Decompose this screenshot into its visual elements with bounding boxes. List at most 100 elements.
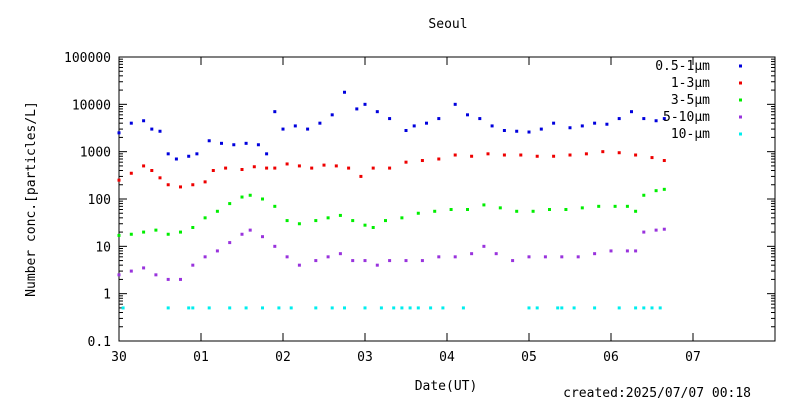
data-point [248, 193, 252, 197]
data-point [355, 107, 359, 111]
data-point [191, 225, 195, 229]
data-point [650, 306, 654, 310]
data-point [142, 119, 146, 123]
data-point [166, 306, 170, 310]
data-point [593, 252, 597, 256]
data-point [215, 209, 219, 213]
data-point [277, 306, 281, 310]
legend-label: 10-μm [671, 127, 710, 142]
data-point [429, 306, 433, 310]
data-point [556, 306, 560, 310]
data-point [433, 209, 437, 213]
data-point [142, 230, 146, 234]
data-point [461, 306, 465, 310]
data-point [437, 157, 441, 161]
series-2 [117, 187, 666, 237]
data-point [191, 263, 195, 267]
data-point [150, 127, 154, 131]
data-point [187, 154, 191, 158]
data-point [531, 209, 535, 213]
data-point [281, 127, 285, 131]
data-point [117, 178, 121, 182]
x-tick-label: 04 [439, 350, 455, 365]
data-point [285, 219, 289, 223]
data-point [203, 216, 207, 220]
data-point [642, 193, 646, 197]
data-point [363, 223, 367, 227]
legend-marker [739, 81, 742, 85]
data-point [650, 156, 654, 160]
data-point [662, 187, 666, 191]
data-point [240, 232, 244, 236]
data-point [420, 259, 424, 263]
data-point [142, 164, 146, 168]
y-tick-label: 100000 [64, 51, 111, 66]
data-point [470, 252, 474, 256]
data-point [252, 165, 256, 169]
data-point [297, 164, 301, 168]
data-point [568, 126, 572, 130]
data-point [449, 208, 453, 212]
data-point [597, 204, 601, 208]
data-point [593, 306, 597, 310]
data-point [240, 195, 244, 199]
data-point [453, 102, 457, 106]
data-point [654, 228, 658, 232]
x-tick-label: 30 [111, 350, 127, 365]
data-point [207, 139, 211, 143]
data-point [187, 306, 191, 310]
data-point [609, 249, 613, 253]
data-point [191, 183, 195, 187]
data-point [515, 129, 519, 133]
data-point [511, 259, 515, 263]
data-point [240, 167, 244, 171]
data-point [630, 110, 633, 114]
data-point [408, 306, 412, 310]
x-tick-label: 07 [685, 350, 701, 365]
data-point [527, 130, 531, 134]
data-point [351, 259, 355, 263]
data-point [207, 306, 211, 310]
data-point [121, 306, 125, 310]
data-point [166, 277, 170, 281]
data-point [617, 117, 621, 121]
data-point [117, 131, 121, 135]
data-point [498, 206, 502, 210]
data-point [273, 110, 277, 114]
data-point [519, 153, 523, 157]
data-point [261, 197, 264, 201]
data-point [154, 273, 158, 277]
data-point [634, 209, 638, 213]
data-points [117, 90, 666, 310]
data-point [527, 255, 531, 259]
data-point [535, 306, 539, 310]
data-point [416, 306, 420, 310]
series-4 [121, 306, 662, 310]
data-point [203, 255, 207, 259]
data-point [654, 189, 658, 193]
data-point [150, 169, 154, 173]
data-point [191, 306, 195, 310]
data-point [400, 306, 404, 310]
data-point [154, 228, 158, 232]
data-point [605, 122, 609, 126]
data-point [572, 306, 576, 310]
data-point [662, 227, 666, 231]
data-point [543, 255, 547, 259]
data-point [388, 166, 392, 170]
created-label: created:2025/07/07 00:18 [563, 386, 751, 400]
data-point [265, 152, 269, 156]
data-point [437, 117, 441, 121]
data-point [318, 121, 322, 125]
data-point [129, 269, 133, 273]
data-point [179, 230, 182, 234]
data-point [482, 244, 486, 248]
data-point [244, 141, 248, 145]
data-point [548, 208, 551, 212]
data-point [371, 225, 375, 229]
data-point [502, 153, 506, 157]
data-point [580, 124, 584, 128]
data-point [404, 160, 408, 164]
data-point [388, 259, 392, 263]
